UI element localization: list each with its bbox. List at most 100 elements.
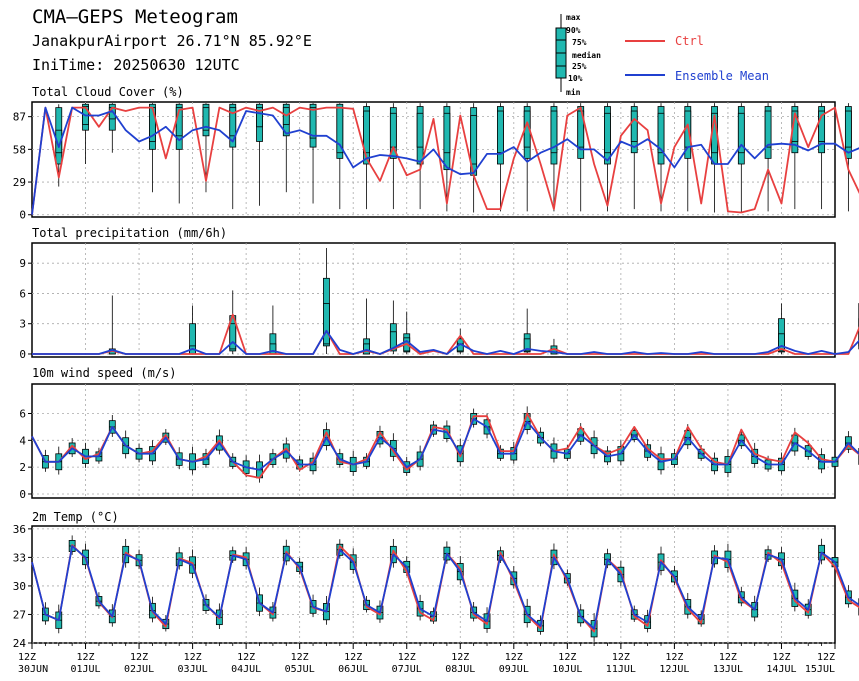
box-plot (309, 103, 317, 204)
legend-quantile-label: 10% (568, 74, 583, 83)
x-tick-hour: 12Z (77, 652, 95, 663)
box-plot (189, 305, 197, 355)
x-tick-hour: 12Z (558, 652, 576, 663)
box-plot (108, 295, 116, 355)
legend-quantile-label: 25% (572, 62, 587, 71)
x-tick-date: 02JUL (124, 664, 154, 675)
x-tick-hour: 12Z (130, 652, 148, 663)
box-group (55, 103, 852, 213)
x-tick-hour: 12Z (817, 652, 835, 663)
box-inner (818, 110, 826, 142)
panel-2: 10m wind speed (m/s) 0 2 4 6 (19, 366, 859, 501)
y-tick-label: 27 (13, 608, 26, 621)
panel-frame (31, 242, 836, 358)
box-plot (844, 103, 852, 212)
x-tick-hour: 12Z (398, 652, 416, 663)
box-inner (497, 110, 504, 154)
x-tick-hour: 12Z (291, 652, 309, 663)
box-plot (403, 311, 411, 354)
y-tick-label: 33 (13, 551, 26, 564)
x-tick-date: 09JUL (499, 664, 529, 675)
box-inner (791, 110, 799, 142)
box-plot (256, 103, 263, 206)
box-plot (470, 103, 478, 213)
box-plot (229, 290, 237, 354)
x-tick-date: 01JUL (70, 664, 100, 675)
box-inner (55, 129, 63, 154)
x-tick-hour: 12Z (665, 652, 683, 663)
box-plot (550, 103, 558, 212)
panel-frame (31, 383, 836, 499)
panel-frame (31, 101, 836, 218)
x-tick-date: 05JUL (285, 664, 315, 675)
box-plot (416, 103, 424, 210)
box-plot (82, 103, 89, 165)
panel-title: 2m Temp (°C) (32, 510, 119, 524)
panel-1: Total precipitation (mm/6h) 0 3 6 9 (19, 226, 859, 361)
y-tick-label: 87 (13, 111, 26, 124)
box-plot (764, 103, 772, 212)
box-inner (323, 303, 330, 345)
location-label: JanakpurAirport 26.71°N 85.92°E (32, 32, 312, 50)
box-group (108, 248, 859, 355)
panel-0: Total Cloud Cover (%) 0 29 58 87 (13, 85, 859, 222)
x-tick-hour: 12Z (772, 652, 790, 663)
y-tick-label: 30 (13, 580, 26, 593)
box-plot (737, 103, 745, 213)
x-tick-date: 03JUL (178, 664, 208, 675)
legend-quantile-label: max (566, 13, 581, 22)
box-inner (550, 110, 558, 154)
box-inner (737, 112, 745, 154)
x-tick-hour: 12Z (451, 652, 469, 663)
panel-3: 2m Temp (°C) 24 27 30 33 36 (13, 510, 859, 650)
x-axis: 12Z30JUN12Z01JUL12Z02JUL12Z03JUL12Z04JUL… (18, 643, 836, 675)
y-tick-label: 9 (19, 257, 26, 270)
mean-line (31, 106, 859, 215)
chart-header: CMA—GEPS Meteogram JanakpurAirport 26.71… (0, 0, 859, 100)
x-tick-date: 13JUL (713, 664, 743, 675)
box-inner (657, 112, 665, 154)
box-inner (764, 110, 772, 148)
box-plot (323, 248, 330, 354)
box-plot (523, 103, 531, 212)
y-tick-label: 2 (19, 461, 26, 474)
box-plot (175, 103, 183, 204)
x-tick-date: 15JUL (805, 664, 835, 675)
y-tick-label: 6 (19, 287, 26, 300)
box-inner (256, 107, 263, 128)
y-tick-label: 0 (19, 209, 26, 222)
y-tick-label: 0 (19, 348, 26, 361)
x-tick-hour: 12Z (237, 652, 255, 663)
x-tick-date: 04JUL (231, 664, 261, 675)
box-plot (336, 103, 344, 210)
y-tick-label: 29 (13, 176, 26, 189)
box-plot (778, 303, 785, 354)
panel-title: Total precipitation (mm/6h) (32, 226, 227, 240)
box-inner (389, 112, 397, 148)
ctrl-line (31, 106, 859, 215)
box-inner (778, 333, 785, 352)
x-tick-date: 11JUL (606, 664, 636, 675)
panel-title: 10m wind speed (m/s) (32, 366, 177, 380)
box-plot (282, 103, 290, 193)
box-inner (416, 112, 424, 148)
x-tick-hour: 12Z (612, 652, 630, 663)
box-plot (229, 103, 237, 210)
panel-frame (31, 525, 836, 644)
box-plot (149, 103, 156, 193)
y-tick-label: 58 (13, 143, 26, 156)
panel-title: Total Cloud Cover (%) (32, 85, 184, 99)
box-plot (497, 103, 504, 212)
box-plot (443, 103, 451, 212)
legend-mean-label: Ensemble Mean (675, 69, 769, 83)
box-plot (577, 103, 585, 212)
x-tick-date: 06JUL (338, 664, 368, 675)
box-plot (818, 103, 826, 210)
ctrl-line (31, 412, 859, 479)
mean-line (31, 545, 859, 630)
box-inner (363, 343, 370, 355)
box-plot (523, 308, 531, 354)
y-tick-label: 24 (13, 637, 27, 650)
box-inner (630, 110, 638, 142)
